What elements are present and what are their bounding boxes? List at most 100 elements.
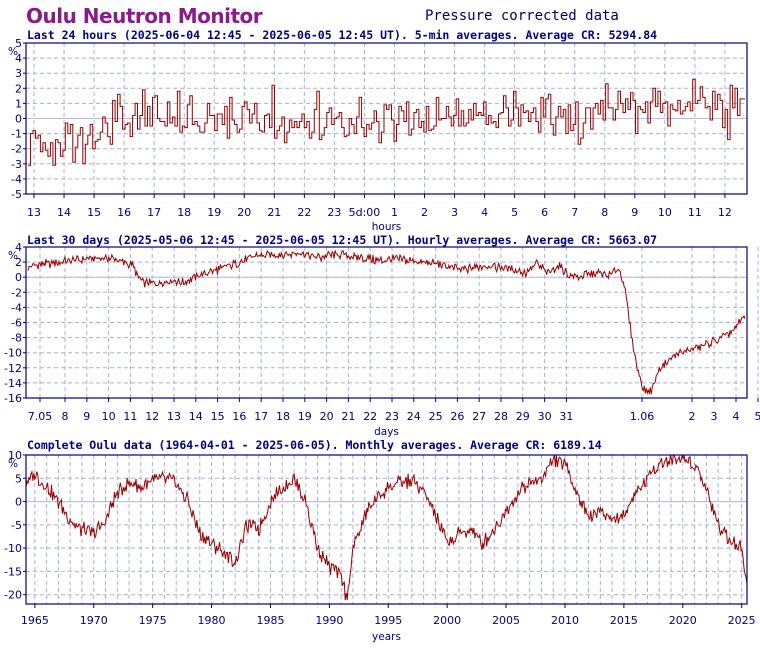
y-tick-label: 3 bbox=[15, 67, 22, 80]
x-tick-label: 23 bbox=[385, 410, 399, 423]
series-line bbox=[28, 78, 745, 166]
plot-frame bbox=[25, 42, 748, 195]
y-axis-label: % bbox=[8, 458, 18, 470]
x-tick-label: 25 bbox=[429, 410, 443, 423]
chart-title: Complete Oulu data (1964-04-01 - 2025-06… bbox=[27, 438, 602, 452]
x-tick-label: 15 bbox=[211, 410, 225, 423]
y-tick-label: -3 bbox=[11, 158, 22, 171]
y-tick-label: 0 bbox=[15, 496, 22, 509]
x-tick-label: 2025 bbox=[728, 614, 756, 627]
x-tick-label: 31 bbox=[559, 410, 573, 423]
x-tick-label: 10 bbox=[102, 410, 116, 423]
x-tick-label: 2 bbox=[421, 206, 428, 219]
x-tick-label: 8 bbox=[601, 206, 608, 219]
x-tick-label: 1995 bbox=[374, 614, 402, 627]
x-tick-label: 1965 bbox=[21, 614, 49, 627]
x-axis-label: hours bbox=[372, 221, 402, 233]
plot-frame bbox=[25, 454, 748, 605]
y-tick-label: -16 bbox=[4, 392, 22, 405]
x-tick-label: 3 bbox=[711, 410, 718, 423]
y-tick-label: -8 bbox=[11, 332, 22, 345]
y-tick-label: -10 bbox=[4, 347, 22, 360]
x-tick-label: 2015 bbox=[610, 614, 638, 627]
x-tick-label: 23 bbox=[327, 206, 341, 219]
x-tick-label: 1970 bbox=[80, 614, 108, 627]
x-tick-label: 5 bbox=[755, 410, 760, 423]
y-tick-label: 2 bbox=[15, 82, 22, 95]
y-tick-label: 1 bbox=[15, 97, 22, 110]
x-tick-label: 1990 bbox=[315, 614, 343, 627]
chart-title: Last 30 days (2025-05-06 12:45 - 2025-06… bbox=[27, 233, 657, 247]
y-axis-label: % bbox=[8, 46, 18, 58]
x-tick-label: 2005 bbox=[492, 614, 520, 627]
x-tick-label: 16 bbox=[232, 410, 246, 423]
x-tick-label: 1980 bbox=[198, 614, 226, 627]
x-tick-label: 1975 bbox=[139, 614, 167, 627]
x-tick-label: 5d:00 bbox=[349, 206, 381, 219]
x-tick-label: 1985 bbox=[256, 614, 284, 627]
y-tick-label: -4 bbox=[11, 173, 22, 186]
x-tick-label: 22 bbox=[363, 410, 377, 423]
x-tick-label: 20 bbox=[237, 206, 251, 219]
x-tick-label: 28 bbox=[494, 410, 508, 423]
x-axis-label: years bbox=[372, 631, 401, 643]
x-tick-label: 1.06 bbox=[630, 410, 655, 423]
x-tick-label: 10 bbox=[658, 206, 672, 219]
y-tick-label: 5 bbox=[15, 37, 22, 50]
y-tick-label: 4 bbox=[15, 241, 22, 254]
x-tick-label: 2000 bbox=[433, 614, 461, 627]
x-tick-label: 3 bbox=[451, 206, 458, 219]
y-tick-label: 4 bbox=[15, 52, 22, 65]
y-tick-label: -14 bbox=[4, 377, 22, 390]
y-tick-label: -2 bbox=[11, 286, 22, 299]
y-tick-label: -12 bbox=[4, 362, 22, 375]
x-tick-label: 15 bbox=[87, 206, 101, 219]
x-tick-label: 11 bbox=[688, 206, 702, 219]
x-tick-label: 21 bbox=[341, 410, 355, 423]
x-tick-label: 30 bbox=[538, 410, 552, 423]
x-tick-label: 6 bbox=[541, 206, 548, 219]
page-subtitle: Pressure corrected data bbox=[425, 8, 619, 24]
x-tick-label: 24 bbox=[407, 410, 421, 423]
x-tick-label: 18 bbox=[177, 206, 191, 219]
x-axis-label: days bbox=[374, 426, 399, 438]
y-tick-label: -6 bbox=[11, 317, 22, 330]
plot-frame bbox=[25, 246, 748, 399]
x-tick-label: 27 bbox=[472, 410, 486, 423]
y-tick-label: -1 bbox=[11, 128, 22, 141]
y-tick-label: 5 bbox=[15, 472, 22, 485]
x-tick-label: 4 bbox=[481, 206, 488, 219]
x-tick-label: 7.05 bbox=[28, 410, 53, 423]
x-tick-label: 4 bbox=[733, 410, 740, 423]
y-axis-label: % bbox=[8, 250, 18, 262]
x-tick-label: 1 bbox=[391, 206, 398, 219]
y-tick-label: 0 bbox=[15, 113, 22, 126]
x-tick-label: 19 bbox=[298, 410, 312, 423]
x-tick-label: 8 bbox=[62, 410, 69, 423]
x-tick-label: 12 bbox=[718, 206, 732, 219]
x-tick-label: 12 bbox=[145, 410, 159, 423]
y-tick-label: 2 bbox=[15, 256, 22, 269]
x-tick-label: 17 bbox=[147, 206, 161, 219]
page-title: Oulu Neutron Monitor bbox=[26, 4, 263, 28]
x-tick-label: 11 bbox=[123, 410, 137, 423]
y-tick-label: -20 bbox=[4, 589, 22, 602]
y-tick-label: -15 bbox=[4, 565, 22, 578]
y-tick-label: -10 bbox=[4, 542, 22, 555]
x-tick-label: 14 bbox=[57, 206, 71, 219]
x-tick-label: 2020 bbox=[669, 614, 697, 627]
chart-title: Last 24 hours (2025-06-04 12:45 - 2025-0… bbox=[27, 28, 657, 42]
y-tick-label: 10 bbox=[8, 449, 22, 462]
x-tick-label: 19 bbox=[207, 206, 221, 219]
x-tick-label: 2010 bbox=[551, 614, 579, 627]
y-tick-label: -5 bbox=[11, 188, 22, 201]
x-tick-label: 17 bbox=[254, 410, 268, 423]
y-tick-label: 0 bbox=[15, 271, 22, 284]
x-tick-label: 7 bbox=[571, 206, 578, 219]
x-tick-label: 13 bbox=[27, 206, 41, 219]
x-tick-label: 21 bbox=[267, 206, 281, 219]
x-tick-label: 16 bbox=[117, 206, 131, 219]
x-tick-label: 22 bbox=[297, 206, 311, 219]
x-tick-label: 13 bbox=[167, 410, 181, 423]
